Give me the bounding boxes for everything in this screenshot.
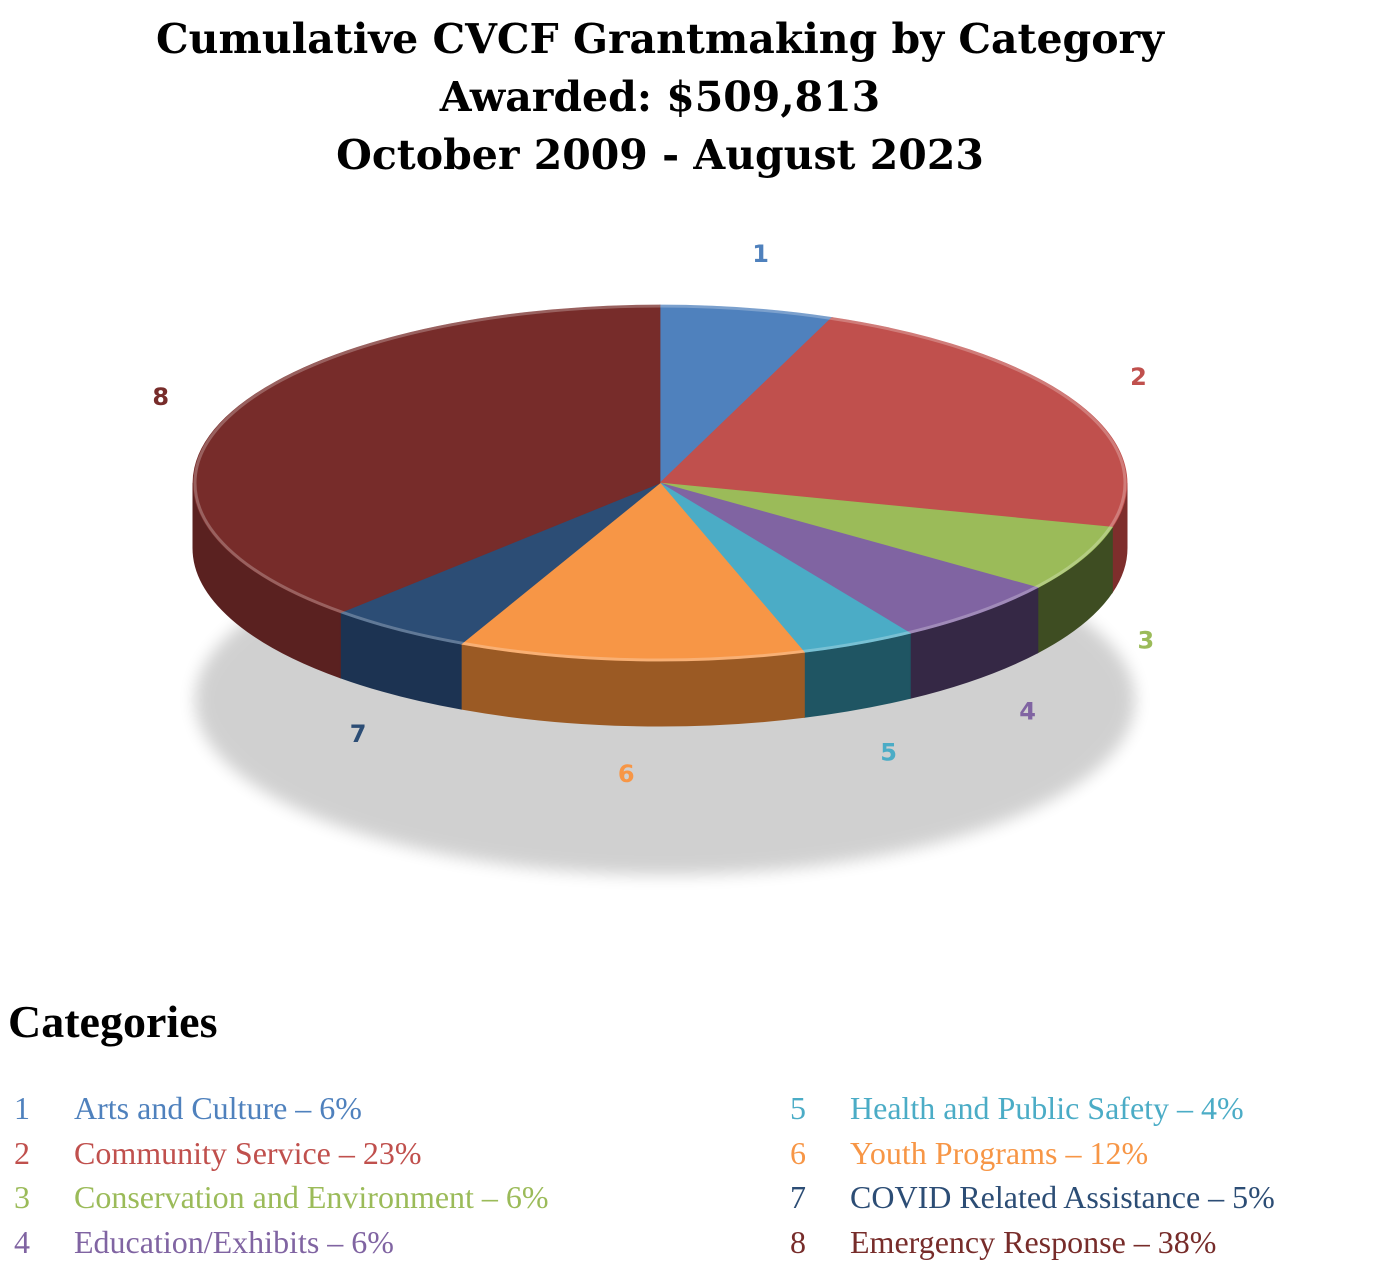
- pie-label-5: 5: [880, 738, 897, 766]
- legend-category-name: Health and Public Safety: [850, 1090, 1169, 1126]
- legend-percent: 12%: [1089, 1135, 1148, 1171]
- legend-category-name: Emergency Response: [850, 1224, 1126, 1260]
- legend-category-name: Conservation and Environment: [74, 1179, 474, 1215]
- pie-label-8: 8: [152, 383, 169, 411]
- legend-percent: 38%: [1158, 1224, 1217, 1260]
- legend-heading: Categories: [8, 995, 217, 1048]
- legend-number: 8: [790, 1220, 850, 1264]
- legend-percent: 4%: [1201, 1090, 1244, 1126]
- pie-chart: 1 2 3 4 5 6 7 8: [0, 240, 1375, 940]
- legend-separator: –: [474, 1179, 506, 1215]
- pie-label-6: 6: [618, 760, 635, 788]
- legend-separator: –: [331, 1135, 363, 1171]
- legend-number: 6: [790, 1131, 850, 1176]
- legend-number: 2: [14, 1131, 74, 1176]
- chart-title-block: Cumulative CVCF Grantmaking by Category …: [0, 10, 1320, 184]
- chart-subtitle-awarded: Awarded: $509,813: [0, 68, 1320, 126]
- chart-title: Cumulative CVCF Grantmaking by Category: [0, 10, 1320, 68]
- legend-category-name: COVID Related Assistance: [850, 1179, 1200, 1215]
- pie-label-7: 7: [350, 720, 367, 748]
- legend-percent: 6%: [506, 1179, 549, 1215]
- legend-number: 3: [14, 1175, 74, 1220]
- pie-label-4: 4: [1019, 697, 1036, 725]
- legend-category-name: Youth Programs: [850, 1135, 1057, 1171]
- chart-subtitle-period: October 2009 - August 2023: [0, 126, 1320, 184]
- legend-percent: 6%: [319, 1090, 362, 1126]
- legend-separator: –: [1126, 1224, 1158, 1260]
- legend-number: 4: [14, 1220, 74, 1264]
- legend-number: 1: [14, 1086, 74, 1131]
- pie-label-2: 2: [1130, 363, 1147, 391]
- legend-category-name: Education/Exhibits: [74, 1224, 319, 1260]
- legend-percent: 5%: [1232, 1179, 1275, 1215]
- legend-number: 7: [790, 1175, 850, 1220]
- legend-separator: –: [1057, 1135, 1089, 1171]
- legend-separator: –: [1200, 1179, 1232, 1215]
- legend-separator: –: [287, 1090, 319, 1126]
- legend-category-name: Arts and Culture: [74, 1090, 287, 1126]
- pie-label-3: 3: [1138, 627, 1155, 655]
- legend-percent: 6%: [351, 1224, 394, 1260]
- pie-label-1: 1: [752, 240, 769, 268]
- legend-separator: –: [319, 1224, 351, 1260]
- legend-percent: 23%: [363, 1135, 422, 1171]
- legend-number: 5: [790, 1086, 850, 1131]
- legend-category-name: Community Service: [74, 1135, 331, 1171]
- legend-separator: –: [1169, 1090, 1201, 1126]
- pie-tops: [193, 305, 1127, 661]
